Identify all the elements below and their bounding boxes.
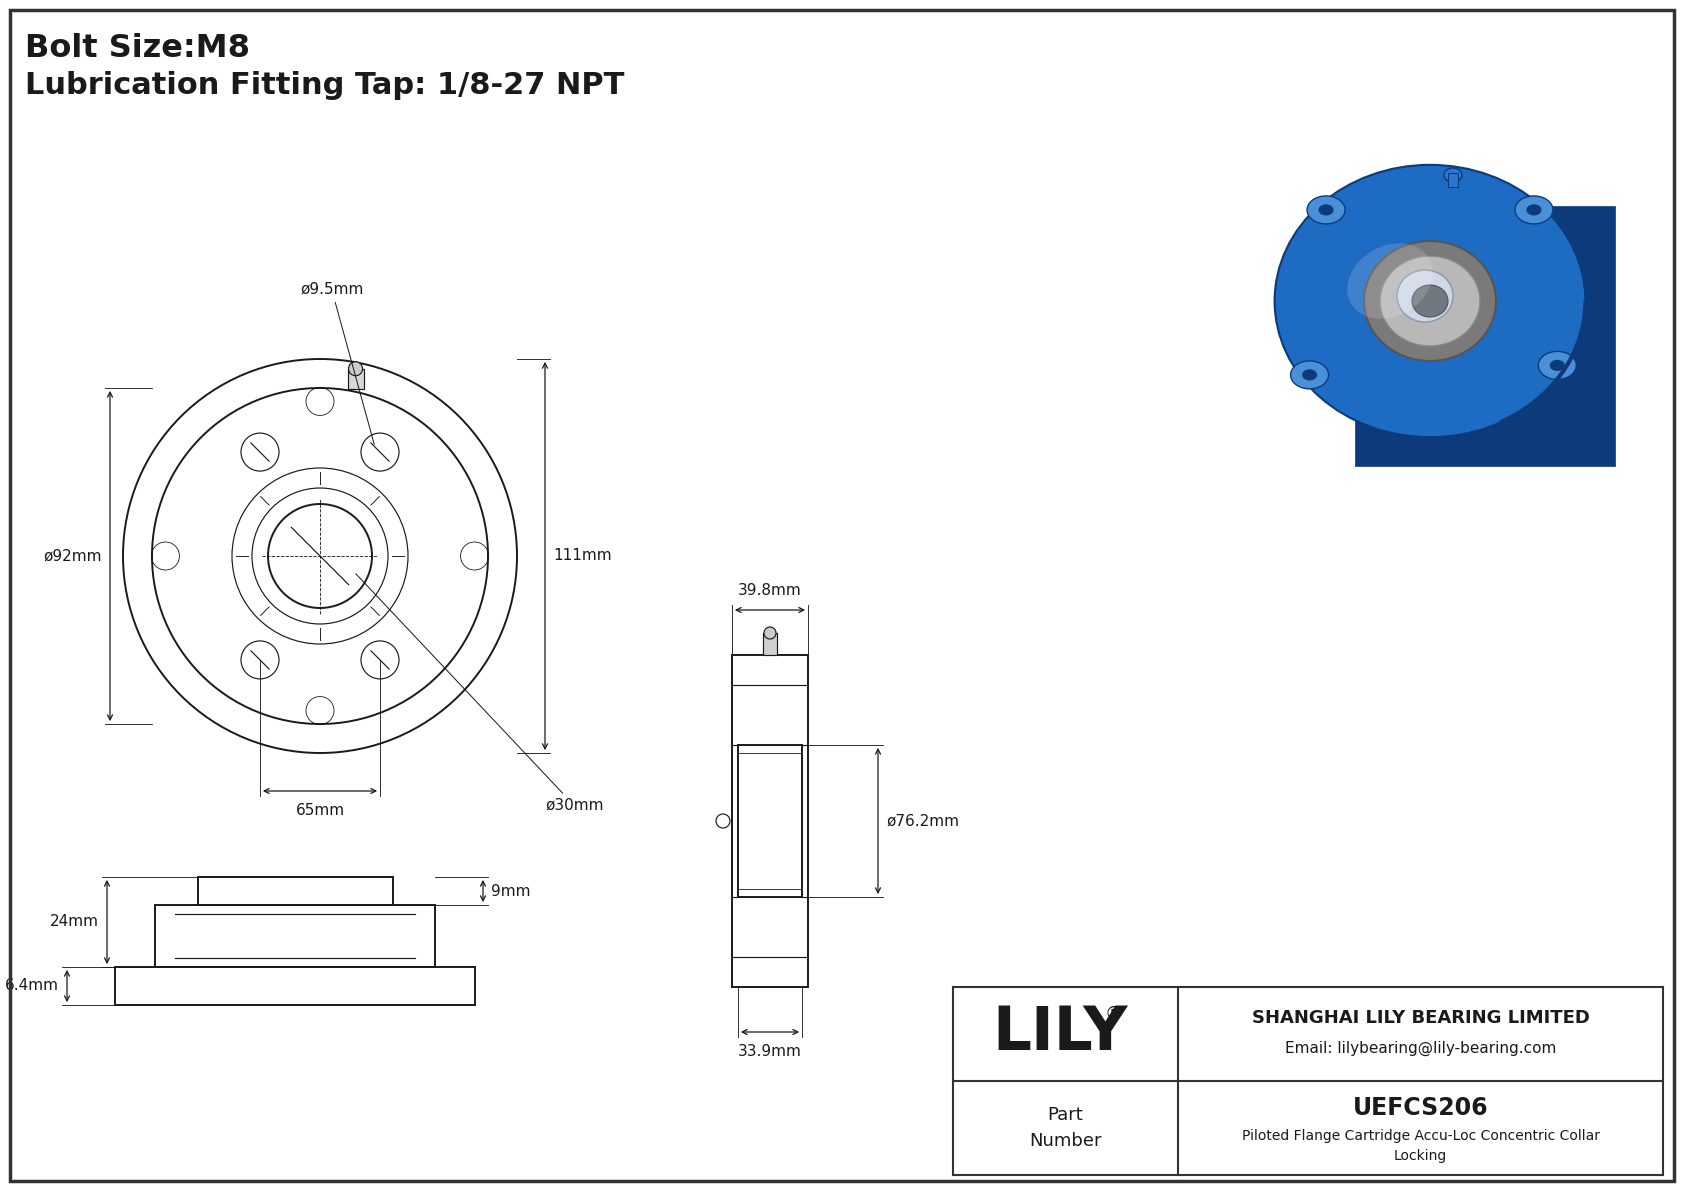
Text: 39.8mm: 39.8mm [738,584,802,598]
Bar [347,369,364,388]
Text: 33.9mm: 33.9mm [738,1045,802,1059]
Bar [733,655,808,987]
Text: 65mm: 65mm [295,803,345,818]
Text: ø92mm: ø92mm [44,549,103,563]
Text: Bolt Size:M8: Bolt Size:M8 [25,33,249,64]
Bar [763,632,776,655]
Text: 111mm: 111mm [552,549,611,563]
Text: ø76.2mm: ø76.2mm [886,813,958,829]
Polygon shape [1356,206,1615,466]
Circle shape [349,362,362,375]
Ellipse shape [1379,256,1480,347]
Ellipse shape [1527,205,1541,214]
Text: SHANGHAI LILY BEARING LIMITED: SHANGHAI LILY BEARING LIMITED [1251,1009,1590,1027]
Bar [1448,173,1458,187]
Text: 6.4mm: 6.4mm [5,979,59,993]
Text: Lubrication Fitting Tap: 1/8-27 NPT: Lubrication Fitting Tap: 1/8-27 NPT [25,71,625,100]
Bar [155,905,434,967]
Text: ®: ® [1105,1005,1123,1023]
Text: 9mm: 9mm [492,884,530,898]
Bar [115,967,475,1005]
Text: Piloted Flange Cartridge Accu-Loc Concentric Collar
Locking: Piloted Flange Cartridge Accu-Loc Concen… [1241,1129,1600,1162]
Ellipse shape [1411,285,1448,317]
Text: 24mm: 24mm [51,915,99,929]
Bar [738,746,802,897]
Ellipse shape [1443,168,1462,182]
Ellipse shape [1303,370,1317,380]
Ellipse shape [1516,197,1553,224]
Ellipse shape [1307,197,1346,224]
Ellipse shape [1364,241,1495,361]
Bar [197,877,392,905]
Text: ø9.5mm: ø9.5mm [300,282,374,444]
Text: ø30mm: ø30mm [355,574,603,813]
Ellipse shape [1398,270,1453,322]
Ellipse shape [1319,205,1334,214]
Ellipse shape [1290,361,1329,389]
Circle shape [716,813,729,828]
Ellipse shape [1551,361,1564,370]
Text: UEFCS206: UEFCS206 [1352,1096,1489,1120]
Ellipse shape [1537,351,1576,380]
Text: Part
Number: Part Number [1029,1106,1101,1149]
Text: LILY: LILY [994,1004,1128,1064]
Circle shape [765,626,776,640]
Ellipse shape [1347,243,1433,319]
Text: Email: lilybearing@lily-bearing.com: Email: lilybearing@lily-bearing.com [1285,1041,1556,1055]
Ellipse shape [1275,164,1585,437]
